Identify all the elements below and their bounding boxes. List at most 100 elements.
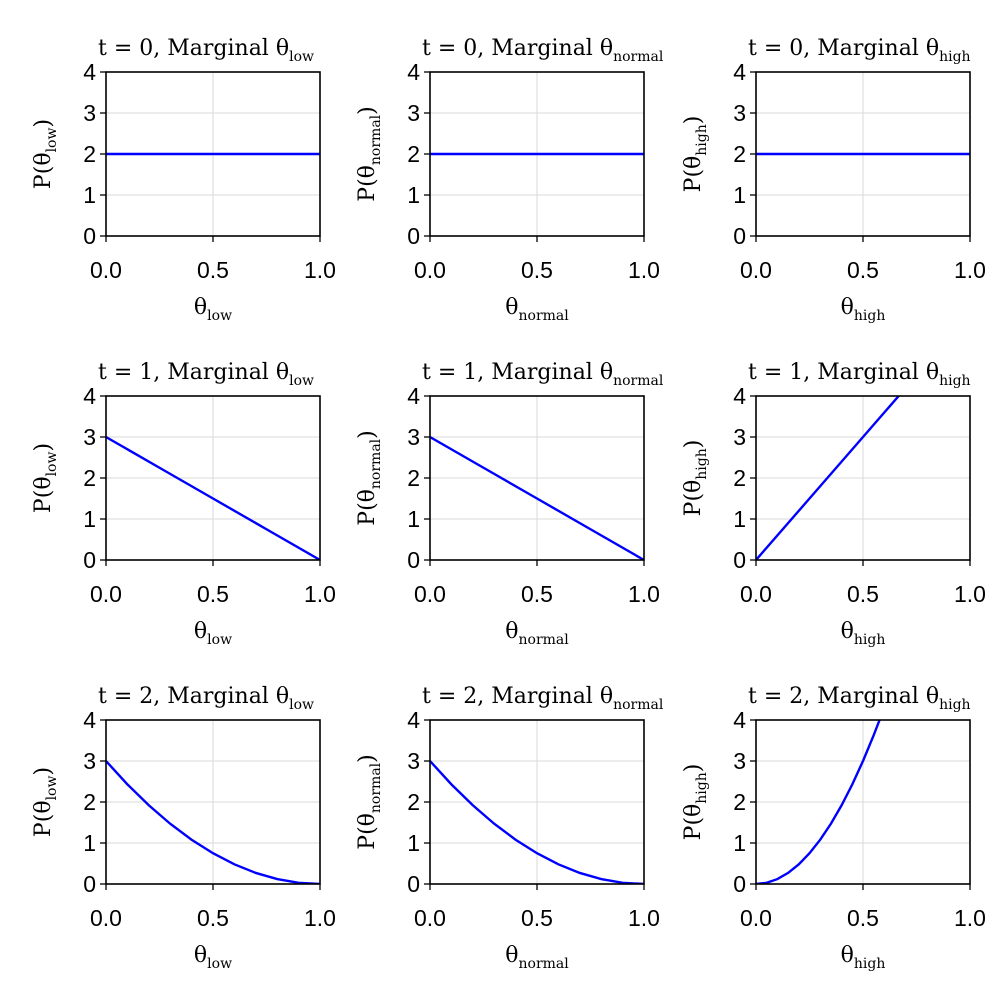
x-axis-label: θnormal <box>505 619 569 648</box>
y-tick-label: 4 <box>733 383 746 409</box>
y-axis-label: P(θlow) <box>31 119 60 189</box>
series-line-0 <box>106 435 320 560</box>
x-tick-label: 0.5 <box>847 905 879 931</box>
x-tick-label: 0.0 <box>740 905 772 931</box>
x-tick-label: 0.5 <box>847 257 879 283</box>
x-tick-label: 1.0 <box>628 257 660 283</box>
subplot-title: t = 0, Marginal θnormal <box>422 36 664 65</box>
x-tick-label: 0.0 <box>414 581 446 607</box>
y-tick-label: 2 <box>407 789 420 815</box>
y-tick-label: 1 <box>83 830 96 856</box>
x-tick-label: 0.5 <box>847 581 879 607</box>
y-tick-label: 1 <box>733 506 746 532</box>
x-tick-label: 1.0 <box>628 581 660 607</box>
x-tick-label: 1.0 <box>304 257 336 283</box>
subplot-title: t = 1, Marginal θnormal <box>422 360 664 389</box>
x-tick-label: 1.0 <box>954 257 986 283</box>
subplot-1: 0.0 0.5 1.0 0 1 2 3 4t = 0, Marginal θnormal θno… <box>355 36 664 324</box>
x-tick-label: 1.0 <box>954 905 986 931</box>
y-tick-label: 4 <box>83 59 96 85</box>
y-tick-label: 0 <box>407 223 420 249</box>
x-tick-label: 0.0 <box>414 257 446 283</box>
y-tick-label: 4 <box>733 59 746 85</box>
x-tick-label: 0.0 <box>90 905 122 931</box>
y-tick-label: 4 <box>407 707 420 733</box>
y-tick-label: 0 <box>83 547 96 573</box>
y-tick-label: 2 <box>407 141 420 167</box>
y-axis-label: P(θhigh) <box>681 116 710 193</box>
subplot-title: t = 1, Marginal θhigh <box>748 360 971 389</box>
y-tick-label: 0 <box>407 871 420 897</box>
x-axis-label: θhigh <box>841 943 886 972</box>
y-tick-label: 0 <box>407 547 420 573</box>
y-tick-label: 0 <box>733 547 746 573</box>
series-line-0 <box>430 760 644 884</box>
y-tick-label: 3 <box>83 748 96 774</box>
y-tick-label: 1 <box>733 182 746 208</box>
y-tick-label: 3 <box>407 424 420 450</box>
subplot-title: t = 2, Marginal θnormal <box>422 684 664 713</box>
y-tick-label: 2 <box>733 789 746 815</box>
y-tick-label: 0 <box>83 223 96 249</box>
x-tick-label: 0.0 <box>414 905 446 931</box>
subplot-3: 0.0 0.5 1.0 0 1 2 3 4t = 1, Marginal θlow θlow P(… <box>31 360 336 648</box>
subplot-5: 0.0 0.5 1.0 0 1 2 3 4t = 1, Marginal θhigh θhigh… <box>681 360 986 648</box>
x-axis-label: θnormal <box>505 295 569 324</box>
subplot-6: 0.0 0.5 1.0 0 1 2 3 4t = 2, Marginal θlow θlow P(… <box>31 684 336 972</box>
subplot-title: t = 2, Marginal θlow <box>98 684 314 713</box>
x-axis-label: θlow <box>194 619 232 648</box>
y-tick-label: 1 <box>733 830 746 856</box>
x-tick-label: 0.0 <box>740 257 772 283</box>
x-tick-label: 0.0 <box>90 257 122 283</box>
x-tick-label: 1.0 <box>954 581 986 607</box>
series-line-0 <box>756 720 881 884</box>
series-line-0 <box>756 396 900 560</box>
x-tick-label: 0.0 <box>90 581 122 607</box>
subplot-title: t = 1, Marginal θlow <box>98 360 314 389</box>
y-tick-label: 2 <box>83 789 96 815</box>
y-tick-label: 3 <box>83 100 96 126</box>
x-axis-label: θhigh <box>841 619 886 648</box>
y-tick-label: 1 <box>83 506 96 532</box>
y-tick-label: 1 <box>407 182 420 208</box>
x-tick-label: 0.0 <box>740 581 772 607</box>
x-tick-label: 0.5 <box>197 905 229 931</box>
x-axis-label: θnormal <box>505 943 569 972</box>
y-tick-label: 3 <box>733 748 746 774</box>
y-axis-label: P(θnormal) <box>355 754 384 849</box>
y-axis-label: P(θhigh) <box>681 440 710 517</box>
subplot-7: 0.0 0.5 1.0 0 1 2 3 4t = 2, Marginal θnormal θno… <box>355 684 664 972</box>
y-tick-label: 2 <box>407 465 420 491</box>
subplot-title: t = 0, Marginal θlow <box>98 36 314 65</box>
y-tick-label: 0 <box>733 871 746 897</box>
x-tick-label: 1.0 <box>628 905 660 931</box>
y-axis-label: P(θnormal) <box>355 430 384 525</box>
subplot-0: 0.0 0.5 1.0 0 1 2 3 4t = 0, Marginal θlow θlow P(… <box>31 36 336 324</box>
subplot-4: 0.0 0.5 1.0 0 1 2 3 4t = 1, Marginal θnormal θno… <box>355 360 664 648</box>
y-tick-label: 0 <box>83 871 96 897</box>
y-tick-label: 4 <box>733 707 746 733</box>
y-tick-label: 3 <box>733 100 746 126</box>
y-tick-label: 2 <box>83 465 96 491</box>
subplot-2: 0.0 0.5 1.0 0 1 2 3 4t = 0, Marginal θhigh θhigh… <box>681 36 986 324</box>
y-tick-label: 1 <box>407 830 420 856</box>
x-tick-label: 0.5 <box>521 905 553 931</box>
series-line-0 <box>106 760 320 884</box>
x-tick-label: 0.5 <box>521 581 553 607</box>
y-axis-label: P(θlow) <box>31 443 60 513</box>
x-tick-label: 0.5 <box>197 257 229 283</box>
y-tick-label: 0 <box>733 223 746 249</box>
x-tick-label: 0.5 <box>197 581 229 607</box>
y-tick-label: 4 <box>407 383 420 409</box>
y-axis-label: P(θlow) <box>31 767 60 837</box>
y-tick-label: 2 <box>733 465 746 491</box>
x-tick-label: 0.5 <box>521 257 553 283</box>
y-tick-label: 3 <box>83 424 96 450</box>
y-tick-label: 4 <box>407 59 420 85</box>
y-tick-label: 3 <box>733 424 746 450</box>
x-axis-label: θhigh <box>841 295 886 324</box>
subplot-title: t = 0, Marginal θhigh <box>748 36 971 65</box>
y-tick-label: 4 <box>83 707 96 733</box>
y-tick-label: 4 <box>83 383 96 409</box>
y-tick-label: 3 <box>407 748 420 774</box>
